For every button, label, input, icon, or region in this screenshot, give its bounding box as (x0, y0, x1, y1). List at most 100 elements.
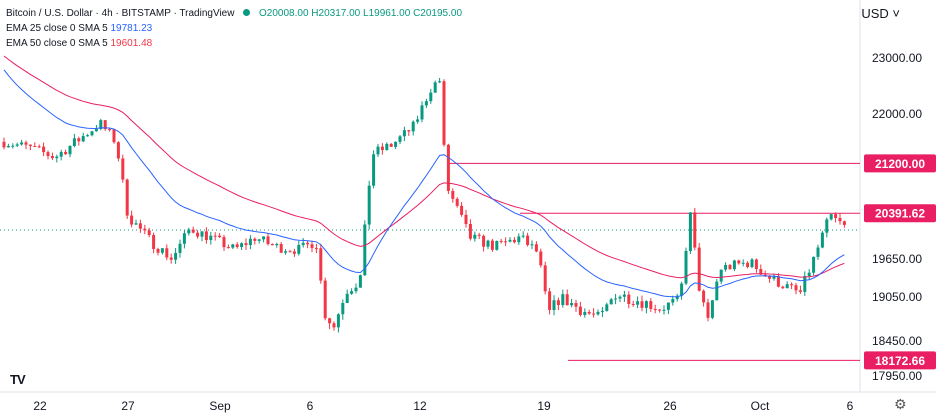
legend-ema25-row[interactable]: EMA 25 close 0 SMA 5 19781.23 (6, 21, 462, 36)
candle-body (165, 248, 169, 258)
candle-body (768, 275, 772, 279)
candle-body (209, 235, 213, 241)
candle-body (310, 244, 314, 248)
candle-body (416, 119, 420, 122)
price-axis[interactable]: 23000.00 22000.00 19650.00 19050.00 18450.00… (859, 0, 922, 392)
candle-body (55, 156, 59, 159)
candle-body (587, 311, 591, 314)
time-tick-label: 27 (121, 399, 135, 413)
level-price-label: 20391.62 (875, 207, 925, 221)
tradingview-logo: TV (10, 372, 26, 387)
candle-body (90, 131, 94, 136)
candle-body (477, 234, 481, 236)
candle-body (345, 293, 349, 304)
candle-body (627, 294, 631, 304)
time-tick-label: Sep (209, 399, 231, 413)
candle-body (112, 129, 116, 143)
candle-body (715, 281, 719, 301)
candle-body (526, 235, 530, 245)
candle-body (706, 302, 710, 318)
candle-body (37, 146, 41, 148)
candle-body (578, 306, 582, 315)
candle-body (684, 251, 688, 284)
candle-body (499, 240, 503, 242)
candle-body (763, 274, 767, 276)
candle-body (328, 318, 332, 324)
chart-legend: Bitcoin / U.S. Dollar · 4h · BITSTAMP · … (6, 6, 462, 51)
candle-body (297, 244, 301, 254)
candle-body (314, 247, 318, 249)
candle-body (455, 198, 459, 206)
candle-body (495, 240, 499, 250)
candle-body (385, 143, 389, 150)
candle-body (609, 299, 613, 305)
legend-ema50-row[interactable]: EMA 50 close 0 SMA 5 19601.48 (6, 36, 462, 51)
ema25-value: 19781.23 (110, 23, 153, 34)
candle-body (838, 217, 842, 222)
time-tick-label: 26 (663, 399, 677, 413)
candle-body (719, 269, 723, 282)
candle-body (244, 243, 248, 246)
currency-selector[interactable]: USD ˅ (861, 6, 900, 21)
candle-body (262, 236, 266, 240)
candle-body (438, 81, 442, 83)
candle-body (556, 300, 560, 306)
time-axis[interactable]: 22 27 Sep 6 12 19 26 Oct 6 (0, 391, 936, 413)
candle-body (130, 215, 134, 225)
candle-body (614, 298, 618, 300)
candle-body (552, 300, 556, 310)
candle-body (72, 138, 76, 146)
candle-body (574, 303, 578, 307)
ema25-line (3, 69, 845, 298)
candle-body (451, 190, 455, 199)
gear-icon[interactable]: ⚙ (894, 396, 907, 412)
candle-body (116, 142, 120, 159)
candle-body (94, 128, 98, 132)
candle-body (592, 313, 596, 315)
candle-body (292, 251, 296, 254)
candle-body (77, 138, 81, 142)
candle-body (816, 247, 820, 257)
candle-body (785, 284, 789, 289)
candle-body (407, 130, 411, 132)
ema50-value: 19601.48 (110, 38, 153, 49)
interval: 4h (101, 8, 113, 19)
candle-body (257, 239, 261, 241)
ohlc-high: H20317.00 (311, 8, 361, 19)
candle-body (600, 310, 604, 312)
candle-body (794, 285, 798, 291)
candle-body (653, 308, 657, 310)
candle-body (336, 314, 340, 328)
candle-body (473, 234, 477, 239)
candle-body (490, 240, 494, 250)
candle-body (710, 300, 714, 318)
candle-body (134, 223, 138, 225)
candle-body (825, 219, 829, 233)
candle-body (842, 221, 846, 225)
candle-body (253, 238, 257, 241)
candle-body (204, 231, 208, 241)
candle-body (675, 295, 679, 300)
level-price-label: 21200.00 (875, 157, 925, 171)
candle-body (697, 247, 701, 291)
price-tick-label: 22000.00 (872, 107, 922, 121)
candle-body (812, 256, 816, 273)
candle-body (363, 224, 367, 276)
candle-body (226, 247, 230, 249)
candle-body (486, 240, 490, 247)
candle-body (125, 179, 129, 216)
candle-body (187, 229, 191, 234)
candle-body (460, 205, 464, 215)
ohlc-close: C20195.00 (413, 8, 463, 19)
candle-body (196, 232, 200, 237)
candle-body (86, 135, 90, 137)
candle-body (323, 280, 327, 319)
candle-body (644, 301, 648, 308)
candle-body (534, 244, 538, 252)
candle-body (504, 241, 508, 243)
candle-body (2, 141, 6, 148)
currency-label: USD (861, 6, 889, 21)
candle-body (275, 244, 279, 246)
time-tick-label: 19 (537, 399, 551, 413)
